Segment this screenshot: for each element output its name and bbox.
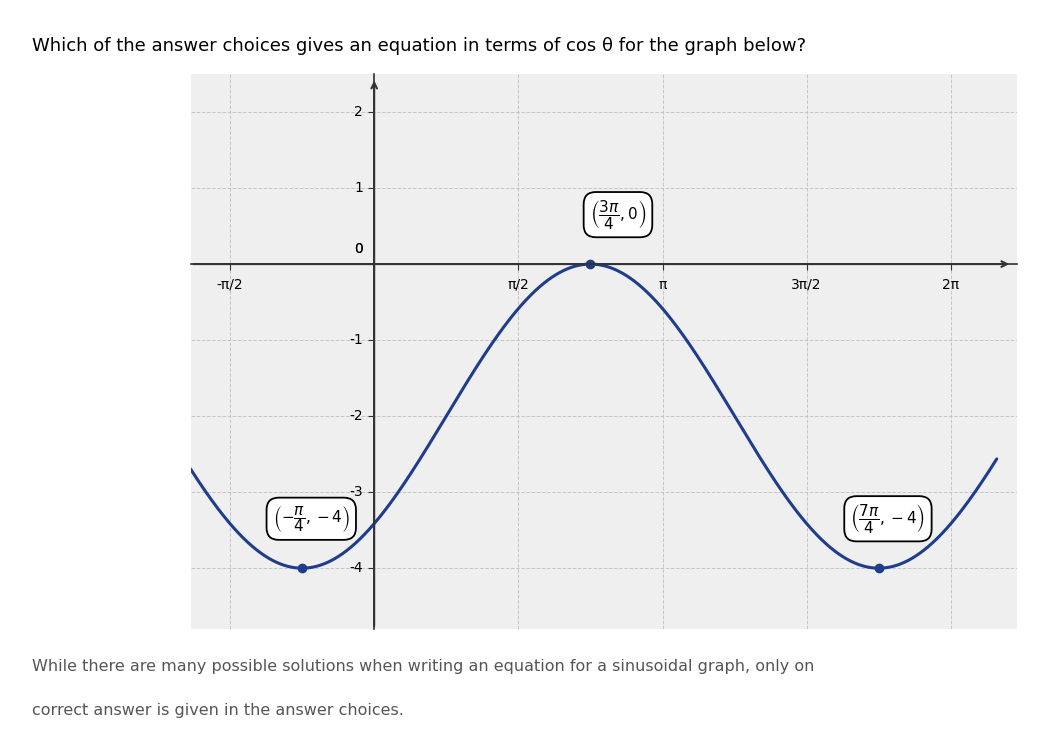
Text: correct answer is given in the answer choices.: correct answer is given in the answer ch… bbox=[32, 703, 403, 718]
Text: -π/2: -π/2 bbox=[217, 278, 244, 292]
Text: -4: -4 bbox=[349, 561, 363, 575]
Text: π/2: π/2 bbox=[507, 278, 530, 292]
Text: 0: 0 bbox=[355, 243, 363, 257]
Text: 3π/2: 3π/2 bbox=[791, 278, 822, 292]
Text: -3: -3 bbox=[349, 485, 363, 500]
Text: -2: -2 bbox=[349, 409, 363, 423]
Text: 2π: 2π bbox=[943, 278, 959, 292]
Text: $\left(-\dfrac{\pi}{4},-4\right)$: $\left(-\dfrac{\pi}{4},-4\right)$ bbox=[272, 504, 349, 534]
Text: $\left(\dfrac{3\pi}{4},0\right)$: $\left(\dfrac{3\pi}{4},0\right)$ bbox=[590, 198, 646, 231]
Text: 0: 0 bbox=[355, 243, 363, 257]
Text: While there are many possible solutions when writing an equation for a sinusoida: While there are many possible solutions … bbox=[32, 659, 814, 673]
Text: 2: 2 bbox=[355, 105, 363, 119]
Text: $\left(\dfrac{7\pi}{4},-4\right)$: $\left(\dfrac{7\pi}{4},-4\right)$ bbox=[850, 502, 926, 535]
Text: Which of the answer choices gives an equation in terms of cos θ for the graph be: Which of the answer choices gives an equ… bbox=[32, 37, 806, 55]
Text: 1: 1 bbox=[355, 181, 363, 195]
Text: -1: -1 bbox=[349, 333, 363, 347]
Text: π: π bbox=[659, 278, 667, 292]
